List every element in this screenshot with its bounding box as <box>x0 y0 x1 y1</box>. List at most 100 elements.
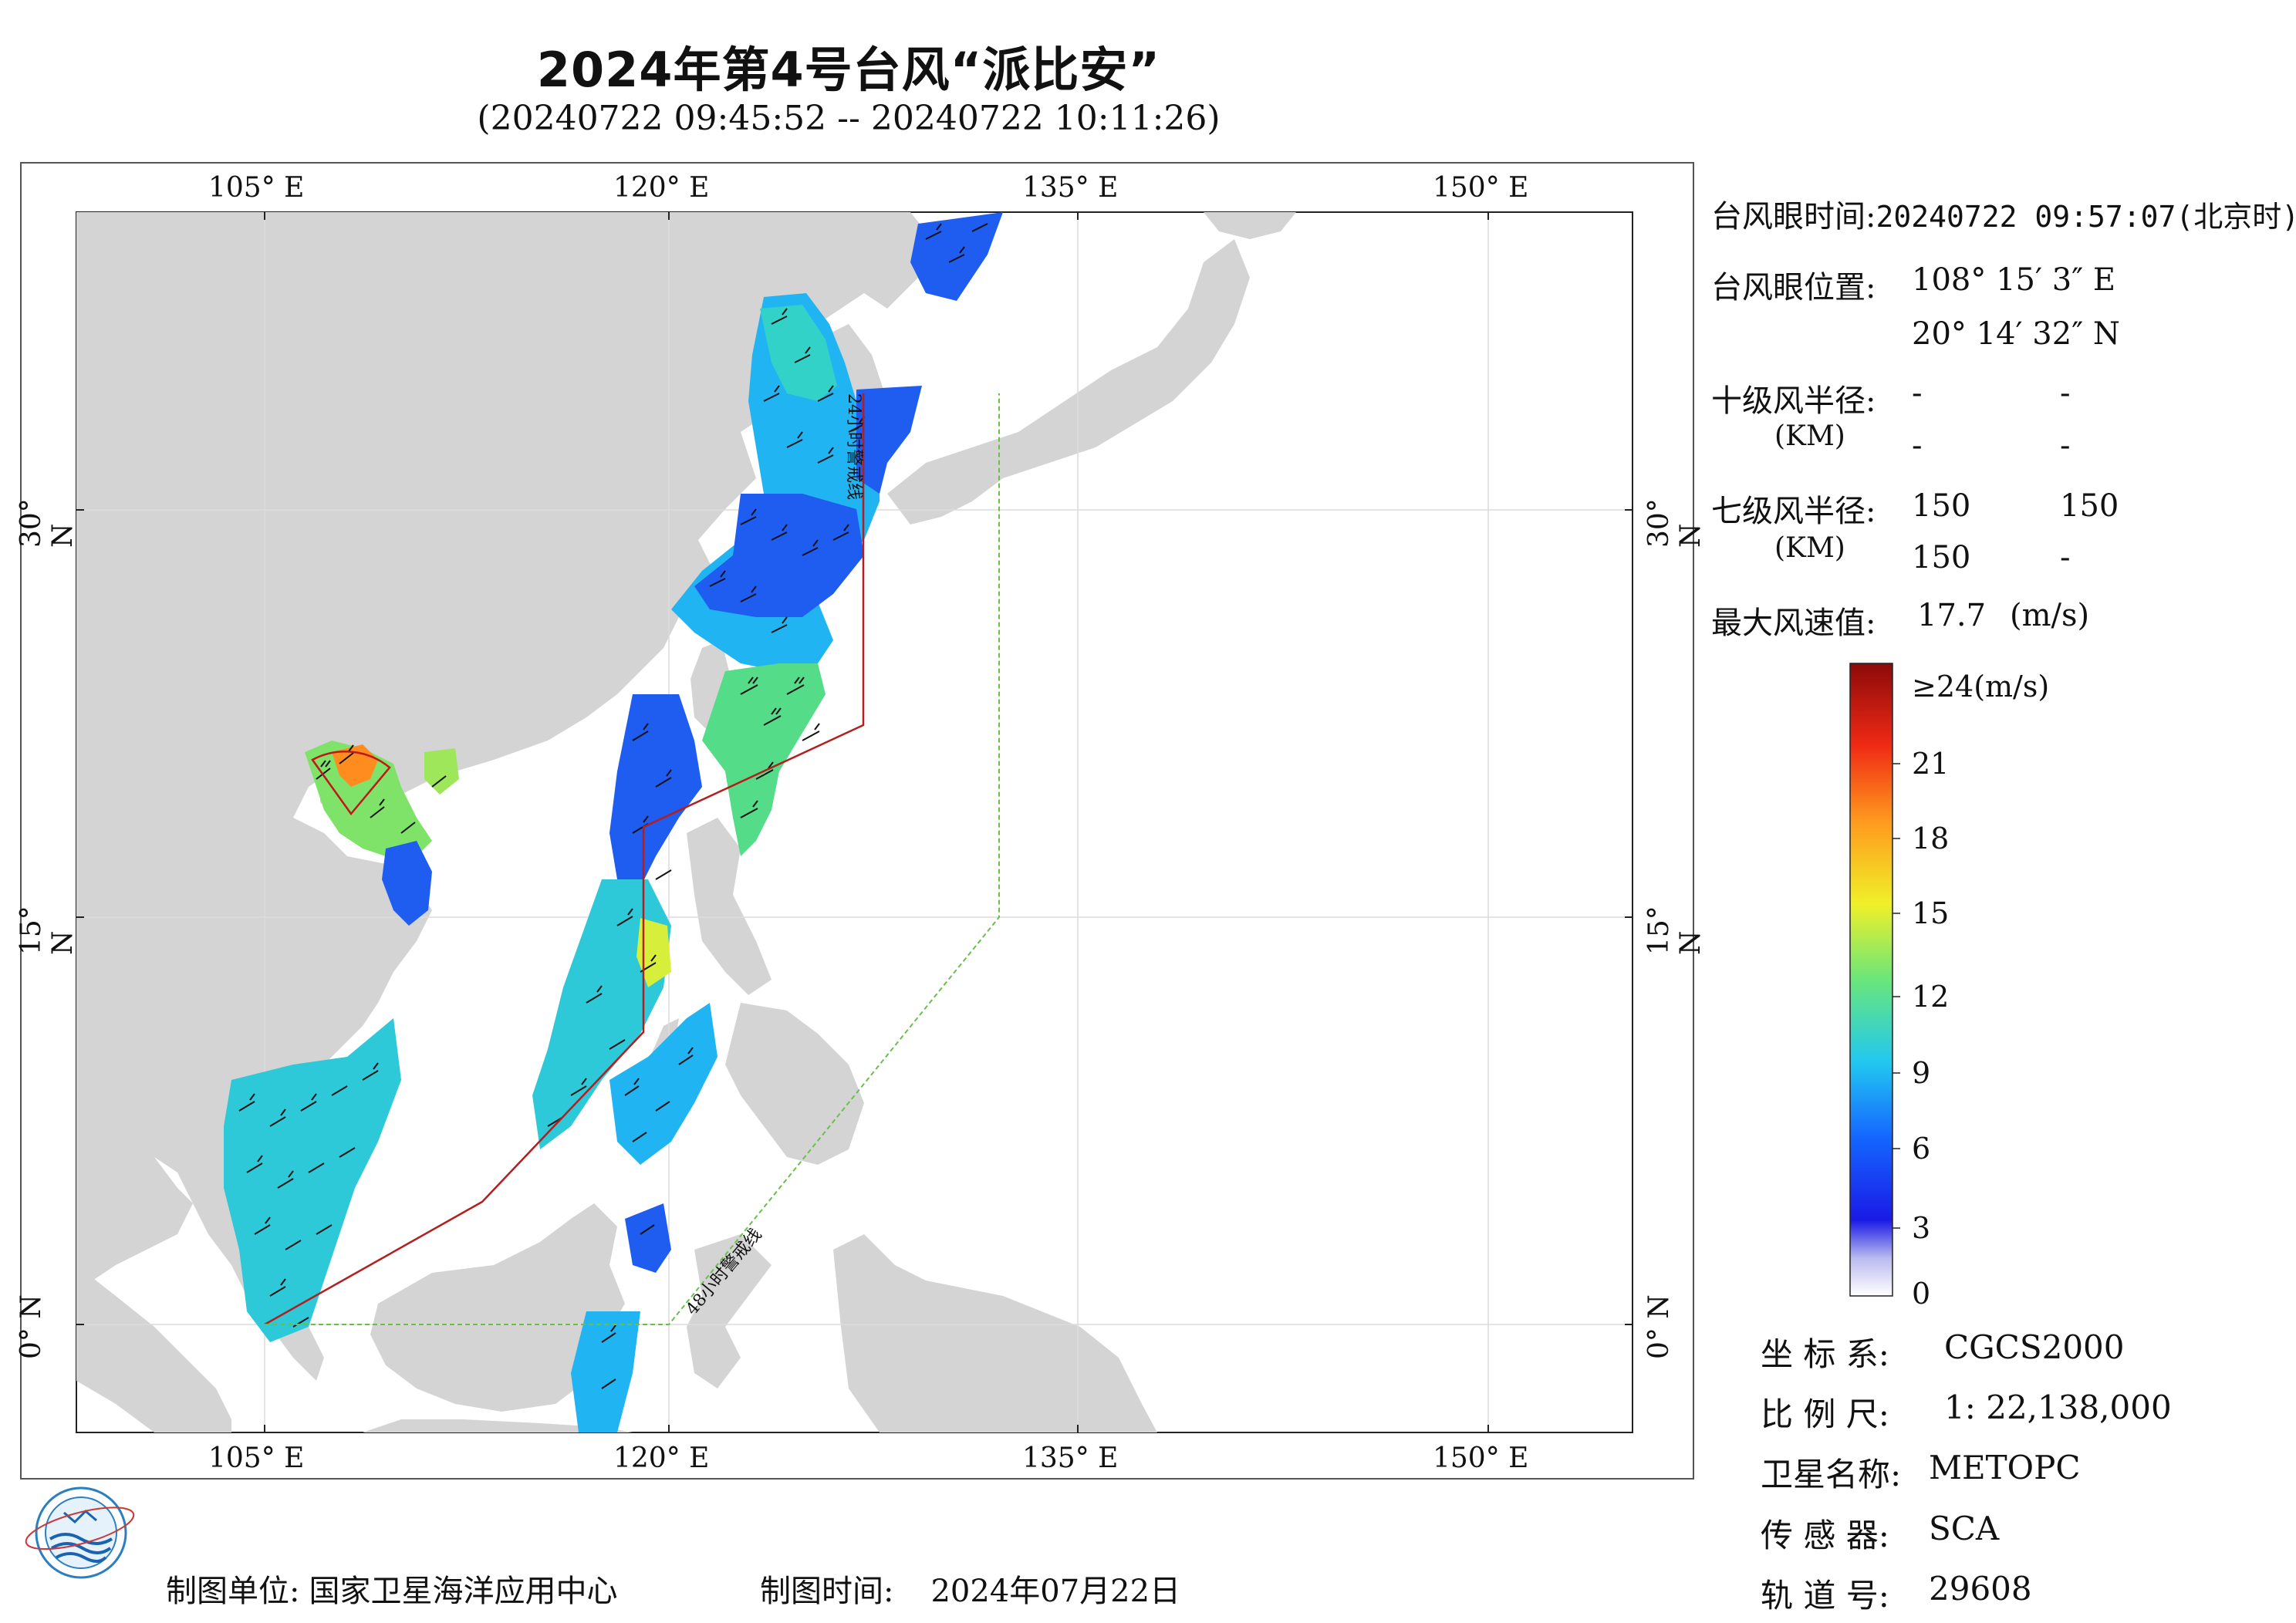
map-title: 2024年第4号台风“派比安” <box>536 42 1161 98</box>
typhoon-wind-radius <box>311 751 391 816</box>
sensor-label: 传 感 器: <box>1761 1517 1889 1554</box>
lon-label-top-120: 120° E <box>613 172 710 204</box>
colorbar-tick-6: 6 <box>1912 1132 1931 1166</box>
r7-unit: (KM) <box>1774 532 1845 564</box>
land-indochina <box>76 1095 193 1296</box>
axis-ticks <box>76 212 1633 1432</box>
r7-value-se: 150 <box>2060 488 2119 524</box>
lon-label-top-150: 150° E <box>1433 172 1529 204</box>
colorbar-top-label: ≥24(m/s) <box>1912 670 2050 704</box>
swath-celebes <box>625 1203 671 1273</box>
r7-value-nw: - <box>2060 540 2071 575</box>
swath-taiwan-east <box>702 663 826 856</box>
r7-value-ne: 150 <box>1912 488 1971 524</box>
lon-label-top-105: 105° E <box>208 172 305 204</box>
production-date-label: 制图时间: <box>760 1574 894 1609</box>
producer-value: 国家卫星海洋应用中心 <box>309 1574 618 1609</box>
land-mindanao <box>725 1003 864 1165</box>
sat-label: 卫星名称: <box>1761 1456 1902 1493</box>
eye-time-label: 台风眼时间: <box>1711 199 1876 235</box>
lon-label-bottom-120: 120° E <box>613 1442 710 1474</box>
land-hokkaido <box>1204 212 1296 239</box>
land-borneo <box>370 1203 625 1412</box>
eye-lat-value: 20° 14′ 32″ N <box>1912 316 2120 352</box>
warning-24h-label: 24小时警戒线 <box>844 393 863 500</box>
scale-value: 1: 22,138,000 <box>1944 1388 2172 1426</box>
r10-unit: (KM) <box>1774 420 1845 452</box>
r10-value-nw: - <box>2060 428 2071 464</box>
production-date-value: 2024年07月22日 <box>930 1574 1181 1609</box>
colorbar-tick-21: 21 <box>1912 747 1950 781</box>
colorbar-tick-0: 0 <box>1912 1277 1931 1311</box>
colorbar-tick-18: 18 <box>1912 822 1950 855</box>
swath-tonkin <box>305 741 432 864</box>
lat-label-left-15: 15° N <box>15 906 79 955</box>
swath-sulu-sea <box>609 1003 718 1165</box>
eye-pos-label: 台风眼位置: <box>1711 270 1876 305</box>
swath-ecs-deep <box>694 494 864 617</box>
lon-label-top-135: 135° E <box>1022 172 1119 204</box>
land-new-guinea <box>833 1234 1157 1432</box>
swath-gulf-thailand <box>224 1018 401 1342</box>
land-sumatra <box>76 1265 231 1432</box>
lat-label-right-30: 30° N <box>1643 498 1707 548</box>
coord-label: 坐 标 系: <box>1761 1335 1889 1373</box>
map-time-range: (20240722 09:45:52 -- 20240722 10:11:26) <box>477 99 1221 138</box>
lon-label-bottom-135: 135° E <box>1022 1442 1119 1474</box>
r10-value-ne: - <box>1912 376 1923 411</box>
max-wind-label: 最大风速值: <box>1711 606 1876 641</box>
sensor-value: SCA <box>1929 1510 2000 1547</box>
colorbar-tick-3: 3 <box>1912 1211 1931 1245</box>
orbit-value: 29608 <box>1929 1570 2032 1608</box>
eye-time-row: 台风眼时间:20240722 09:57:07(北京时) <box>1711 191 2296 236</box>
producer-row: 制图单位: 国家卫星海洋应用中心 <box>166 1566 617 1611</box>
scale-label: 比 例 尺: <box>1761 1395 1889 1433</box>
colorbar-ticks <box>1893 763 1900 1229</box>
swath-hainan-east <box>424 748 459 795</box>
wind-barbs <box>238 223 988 1389</box>
producer-label: 制图单位: <box>166 1574 300 1609</box>
land-java <box>363 1419 633 1432</box>
graticule <box>76 212 1633 1432</box>
lat-label-left-30: 30° N <box>15 498 79 548</box>
r10-label: 十级风半径: <box>1711 383 1876 419</box>
colorbar-tick-15: 15 <box>1912 896 1950 930</box>
eye-lon-value: 108° 15′ 3″ E <box>1912 262 2116 298</box>
land-japan <box>887 239 1250 525</box>
swath-japan-north <box>856 386 922 494</box>
swath-scs-yellow <box>636 918 671 987</box>
swath-philippine-sea <box>609 694 702 887</box>
soa-nsoas-logo-icon <box>25 1486 135 1579</box>
land-sulawesi <box>687 1234 772 1388</box>
r10-value-sw: - <box>1912 428 1923 464</box>
eye-time-value: 20240722 09:57:07(北京时) <box>1876 200 2296 234</box>
land-luzon <box>687 818 772 995</box>
swath-japan-sea <box>910 212 1003 301</box>
coord-value: CGCS2000 <box>1944 1328 2125 1366</box>
sat-value: METOPC <box>1929 1449 2081 1486</box>
warning-line-24h <box>264 393 865 1326</box>
wind-swath <box>224 212 1003 1432</box>
lat-label-right-15: 15° N <box>1643 906 1707 955</box>
r7-label: 七级风半径: <box>1711 494 1876 529</box>
lat-label-right-0: 0° N <box>1643 1294 1675 1359</box>
swath-scs-west <box>382 841 432 926</box>
colorbar-tick-9: 9 <box>1912 1056 1931 1090</box>
max-wind-unit: (m/s) <box>2010 598 2090 633</box>
colorbar-tick-12: 12 <box>1912 980 1950 1014</box>
swath-scs-main <box>532 879 671 1149</box>
warning-line-48h <box>265 393 1000 1325</box>
production-date-row: 制图时间: 2024年07月22日 <box>760 1566 1180 1611</box>
r7-value-sw: 150 <box>1912 540 1971 575</box>
orbit-label: 轨 道 号: <box>1761 1577 1889 1615</box>
map-frame <box>20 162 1694 1480</box>
r10-value-se: - <box>2060 376 2071 411</box>
lat-label-left-0: 0° N <box>15 1294 47 1359</box>
lon-label-bottom-150: 150° E <box>1433 1442 1529 1474</box>
max-wind-value: 17.7 <box>1917 598 1987 633</box>
swath-ecs-north <box>760 305 837 401</box>
lon-label-bottom-105: 105° E <box>208 1442 305 1474</box>
colorbar-scale <box>1849 663 1893 1297</box>
swath-java-sea <box>571 1311 640 1432</box>
